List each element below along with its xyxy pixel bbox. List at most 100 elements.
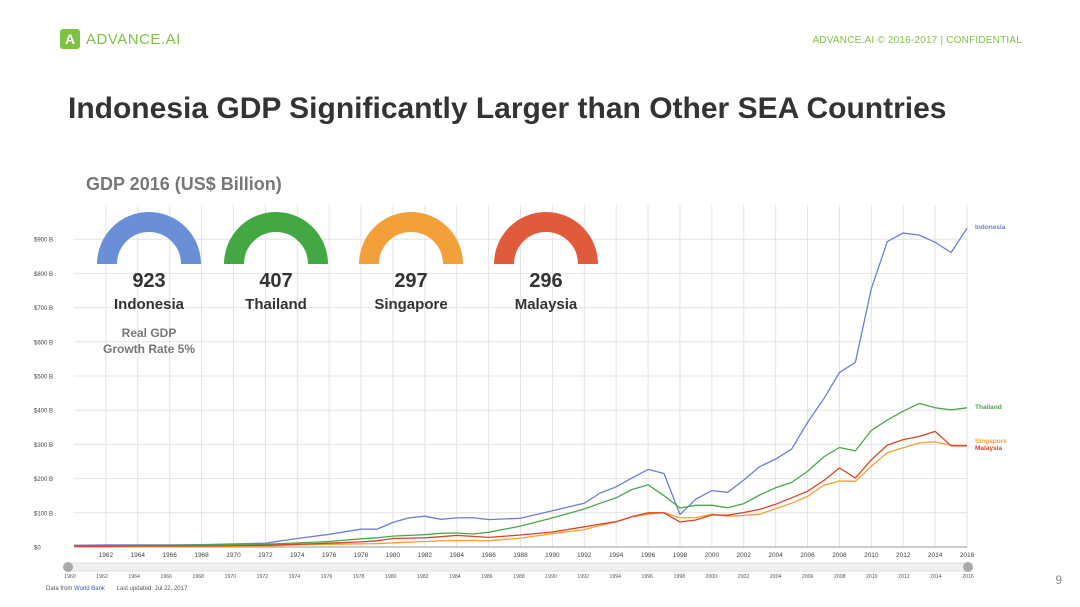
x-tick-label: 1990	[545, 552, 560, 559]
y-tick-label: $900 B	[34, 238, 53, 244]
growth-note-line2: Growth Rate 5%	[102, 342, 195, 356]
series-line-malaysia	[74, 430, 967, 547]
gauge-value: 296	[529, 270, 563, 292]
y-tick-label: $200 B	[34, 477, 53, 483]
range-label: 1968	[193, 574, 205, 580]
x-tick-label: 2014	[928, 552, 943, 559]
x-tick-label: 1992	[577, 552, 592, 559]
x-tick-label: 2010	[864, 552, 879, 559]
x-tick-label: 1976	[322, 552, 337, 559]
range-selector-track	[67, 562, 969, 572]
advance-ai-logo: A ADVANCE.AI	[60, 29, 181, 49]
series-label-indonesia: Indonesia	[975, 224, 1006, 231]
gauge-country: Thailand	[245, 296, 307, 313]
source-prefix: Data from	[46, 586, 73, 592]
gauge-value: 923	[132, 270, 166, 292]
range-label: 1986	[481, 574, 493, 580]
gauge-arc	[97, 212, 201, 264]
x-tick-label: 1984	[449, 552, 464, 559]
y-tick-label: $500 B	[34, 375, 53, 381]
range-label: 1988	[513, 574, 525, 580]
x-tick-label: 1978	[354, 552, 369, 559]
y-tick-label: $100 B	[34, 511, 53, 517]
x-tick-label: 1982	[418, 552, 433, 559]
range-handle-right[interactable]	[963, 562, 973, 572]
gauge-value: 297	[394, 270, 428, 292]
range-label: 1992	[577, 574, 589, 580]
growth-rate-note: Real GDP Growth Rate 5%	[89, 325, 209, 357]
x-tick-label: 1962	[99, 552, 114, 559]
x-tick-label: 1968	[194, 552, 209, 559]
x-tick-label: 1980	[386, 552, 401, 559]
x-tick-label: 1998	[673, 552, 688, 559]
x-tick-label: 1974	[290, 552, 305, 559]
range-label: 1998	[674, 574, 686, 580]
y-tick-label: $600 B	[34, 340, 53, 346]
range-label: 1962	[96, 574, 108, 580]
x-tick-label: 1996	[641, 552, 656, 559]
gauge-indonesia: 923 Indonesia Real GDP Growth Rate 5%	[89, 212, 209, 357]
range-label: 2012	[898, 574, 910, 580]
series-line-thailand	[74, 402, 968, 547]
range-label: 1972	[257, 574, 269, 580]
x-tick-label: 1994	[609, 552, 624, 559]
gauge-arc	[224, 212, 328, 264]
gauge-singapore-arc	[359, 212, 463, 264]
range-label: 2016	[962, 574, 974, 580]
range-label: 1976	[321, 574, 333, 580]
gauge-thailand: 407 Thailand	[216, 212, 336, 313]
gauge-thailand-arc	[224, 212, 328, 264]
x-tick-label: 2012	[896, 552, 911, 559]
x-tick-label: 2004	[768, 552, 783, 559]
x-tick-label: 2000	[705, 552, 720, 559]
gauge-malaysia-arc	[494, 212, 598, 264]
x-tick-label: 2016	[960, 552, 975, 559]
data-source-footer: Data from World Bank Last updated: Jul 2…	[46, 586, 187, 592]
range-label: 1982	[417, 574, 429, 580]
x-tick-label: 1988	[513, 552, 528, 559]
range-label: 2002	[738, 574, 750, 580]
gauge-singapore: 297 Singapore	[351, 212, 471, 313]
x-tick-label: 1966	[162, 552, 177, 559]
range-label: 1974	[289, 574, 301, 580]
logo-mark-icon: A	[60, 29, 80, 49]
range-label: 1996	[642, 574, 654, 580]
x-tick-label: 1986	[481, 552, 496, 559]
x-tick-label: 2006	[800, 552, 815, 559]
range-label: 2014	[930, 574, 942, 580]
x-tick-label: 2002	[737, 552, 752, 559]
range-label: 2010	[866, 574, 878, 580]
range-label: 1994	[609, 574, 621, 580]
confidential-notice: ADVANCE.AI © 2016-2017 | CONFIDENTIAL	[812, 35, 1022, 46]
last-updated: Last updated: Jul 22, 2017	[116, 586, 188, 592]
growth-note-line1: Real GDP	[121, 326, 177, 340]
range-label: 1960	[64, 574, 76, 580]
gauge-value: 407	[259, 270, 293, 292]
slide-title: Indonesia GDP Significantly Larger than …	[68, 92, 947, 125]
x-tick-label: 1964	[131, 552, 146, 559]
range-label: 1990	[545, 574, 557, 580]
y-tick-label: $700 B	[34, 306, 53, 312]
y-tick-label: $0	[34, 546, 41, 552]
gauge-country: Malaysia	[514, 296, 578, 313]
gauge-malaysia: 296 Malaysia	[486, 212, 606, 313]
range-label: 1964	[128, 574, 140, 580]
logo-text: ADVANCE.AI	[86, 30, 181, 48]
range-label: 2004	[770, 574, 782, 580]
gauge-indonesia-arc	[97, 212, 201, 264]
gauge-arc	[359, 212, 463, 264]
range-label: 1984	[449, 574, 461, 580]
gauge-country: Singapore	[374, 296, 448, 313]
range-label: 1966	[160, 574, 172, 580]
gauge-arc	[494, 212, 598, 264]
x-tick-label: 2008	[832, 552, 847, 559]
y-tick-label: $300 B	[34, 443, 53, 449]
y-tick-label: $400 B	[34, 409, 53, 415]
range-handle-left[interactable]	[63, 562, 73, 572]
chart-subtitle: GDP 2016 (US$ Billion)	[86, 174, 282, 194]
x-tick-label: 1972	[258, 552, 273, 559]
world-bank-link[interactable]: World Bank	[74, 586, 105, 592]
series-label-malaysia: Malaysia	[975, 445, 1002, 452]
y-tick-label: $800 B	[34, 272, 53, 278]
